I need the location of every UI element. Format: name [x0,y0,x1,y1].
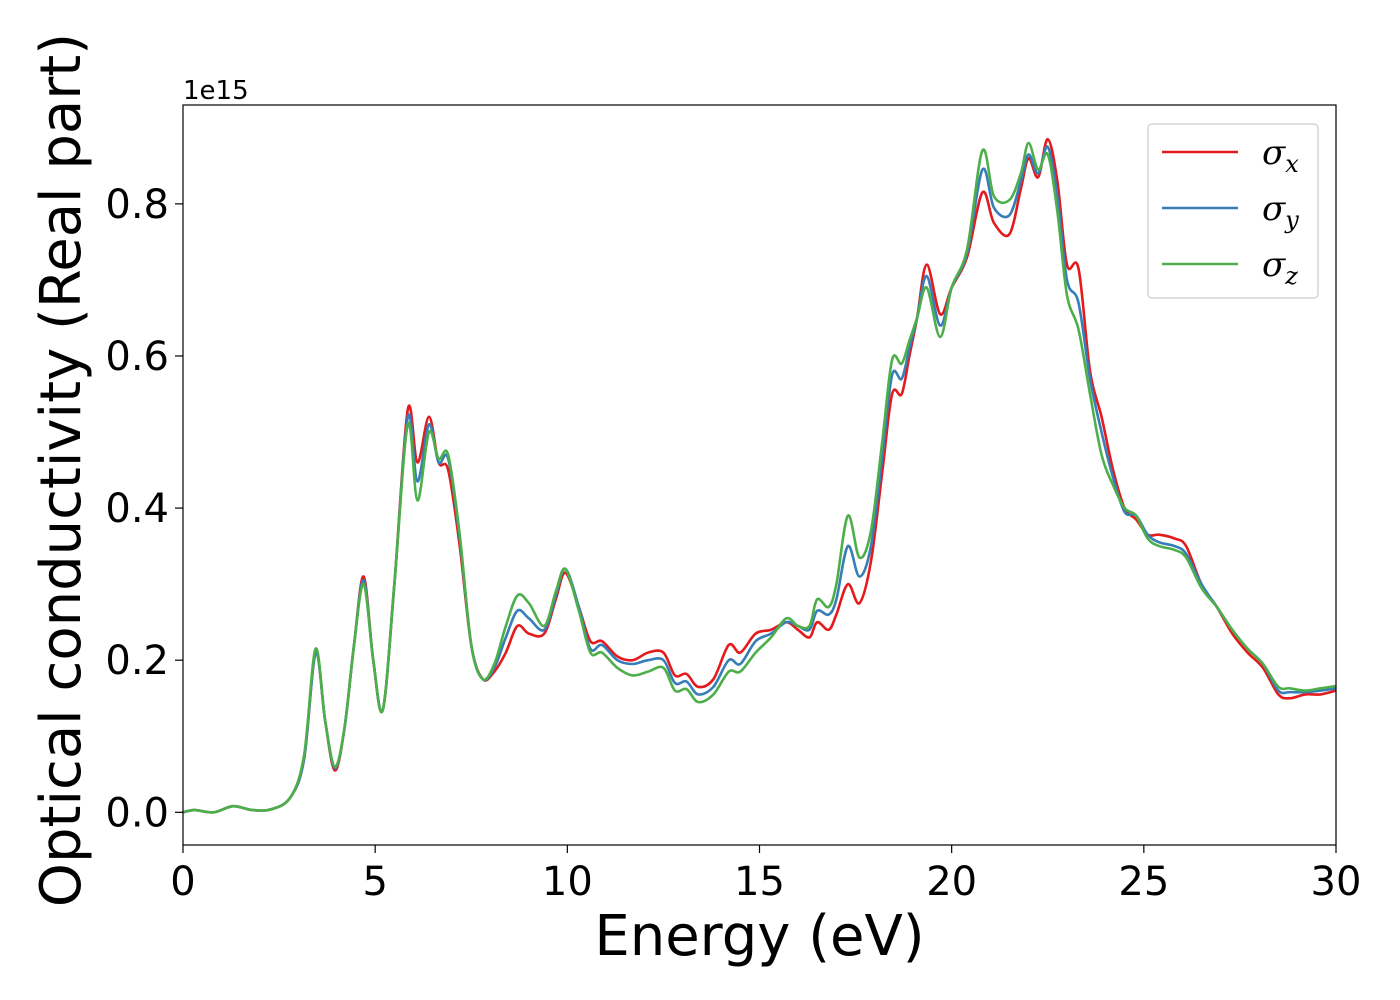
legend: σx σy σz [1147,123,1319,299]
y-tick-label: 0.0 [105,790,169,836]
y-tick-label: 0.8 [105,182,169,228]
x-tick-label: 15 [734,859,785,905]
x-axis: 0 5 10 15 20 25 30 [170,845,1361,905]
x-tick-label: 10 [542,859,593,905]
y-tick-label: 0.6 [105,334,169,380]
y-tick-label: 0.4 [105,486,169,532]
series-layer [183,137,1336,814]
x-axis-title: Energy (eV) [594,904,924,969]
legend-box [1147,123,1319,299]
legend-label-x: σx [1262,133,1299,178]
legend-label-y: σy [1262,189,1299,234]
x-tick-label: 0 [170,859,195,905]
y-axis-title: Optical conductivity (Real part) [29,33,94,907]
x-tick-label: 5 [362,859,387,905]
x-tick-label: 30 [1311,859,1362,905]
x-tick-label: 25 [1118,859,1169,905]
y-tick-label: 0.2 [105,638,169,684]
series-line-z [183,141,1336,814]
legend-label-z: σz [1262,245,1298,290]
y-axis: 0.0 0.2 0.4 0.6 0.8 [105,182,183,836]
y-offset-label: 1e15 [183,76,249,106]
x-tick-label: 20 [926,859,977,905]
